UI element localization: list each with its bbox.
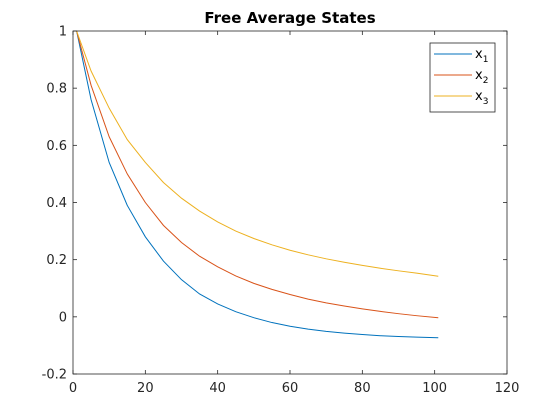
- chart-title: Free Average States: [204, 9, 375, 27]
- x-tick-label: 60: [282, 381, 299, 396]
- y-tick-label: 0.2: [46, 253, 67, 268]
- x-tick-label: 0: [69, 381, 77, 396]
- y-tick-label: 0.4: [46, 196, 67, 211]
- x-tick-label: 40: [209, 381, 226, 396]
- series-line-x3: [76, 30, 439, 277]
- legend-label-x3: x3: [475, 89, 488, 107]
- legend: x1 x2 x3: [429, 42, 496, 113]
- legend-label-x2: x2: [475, 68, 488, 86]
- y-tick-label: 1: [59, 25, 67, 40]
- series-layer: [76, 30, 439, 339]
- x-tick-label: 100: [422, 381, 447, 396]
- y-tick-label: 0.6: [46, 139, 67, 154]
- series-line-x1: [76, 30, 439, 339]
- x-tick-label: 20: [137, 381, 154, 396]
- x-tick-label: 80: [354, 381, 371, 396]
- axes-layer: 0 20 40 60 80 100 120-0.200.20.40.60.81: [42, 25, 520, 397]
- y-tick-label: 0: [59, 310, 67, 325]
- series-line-x2: [76, 30, 439, 319]
- y-tick-label: 0.8: [46, 82, 67, 97]
- legend-label-x1: x1: [475, 47, 488, 65]
- x-tick-label: 120: [495, 381, 520, 396]
- y-tick-label: -0.2: [42, 368, 67, 383]
